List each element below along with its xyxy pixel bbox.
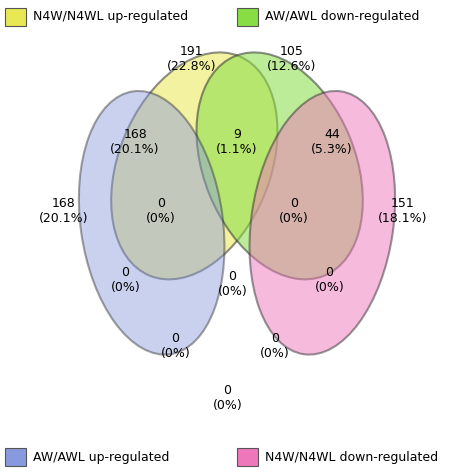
Text: AW/AWL down-regulated: AW/AWL down-regulated <box>265 10 420 23</box>
Text: 0
(0%): 0 (0%) <box>218 270 247 299</box>
Ellipse shape <box>197 53 363 279</box>
Text: 168
(20.1%): 168 (20.1%) <box>39 197 89 225</box>
FancyBboxPatch shape <box>237 448 258 466</box>
Text: 168
(20.1%): 168 (20.1%) <box>110 128 160 156</box>
Text: 151
(18.1%): 151 (18.1%) <box>378 197 428 225</box>
Text: AW/AWL up-regulated: AW/AWL up-regulated <box>33 451 170 464</box>
FancyBboxPatch shape <box>237 8 258 26</box>
FancyBboxPatch shape <box>5 8 26 26</box>
Text: 0
(0%): 0 (0%) <box>279 197 309 225</box>
Text: 0
(0%): 0 (0%) <box>315 265 344 294</box>
Text: 0
(0%): 0 (0%) <box>260 332 290 360</box>
Text: 105
(12.6%): 105 (12.6%) <box>267 45 316 73</box>
Text: N4W/N4WL down-regulated: N4W/N4WL down-regulated <box>265 451 438 464</box>
Text: 0
(0%): 0 (0%) <box>146 197 176 225</box>
Text: 0
(0%): 0 (0%) <box>213 384 242 412</box>
Text: 9
(1.1%): 9 (1.1%) <box>216 128 258 156</box>
FancyBboxPatch shape <box>5 448 26 466</box>
Ellipse shape <box>249 91 395 355</box>
Text: 0
(0%): 0 (0%) <box>111 265 140 294</box>
Text: N4W/N4WL up-regulated: N4W/N4WL up-regulated <box>33 10 188 23</box>
Ellipse shape <box>111 53 277 279</box>
Text: 191
(22.8%): 191 (22.8%) <box>167 45 217 73</box>
Ellipse shape <box>79 91 225 355</box>
Text: 44
(5.3%): 44 (5.3%) <box>311 128 353 156</box>
Text: 0
(0%): 0 (0%) <box>161 332 190 360</box>
